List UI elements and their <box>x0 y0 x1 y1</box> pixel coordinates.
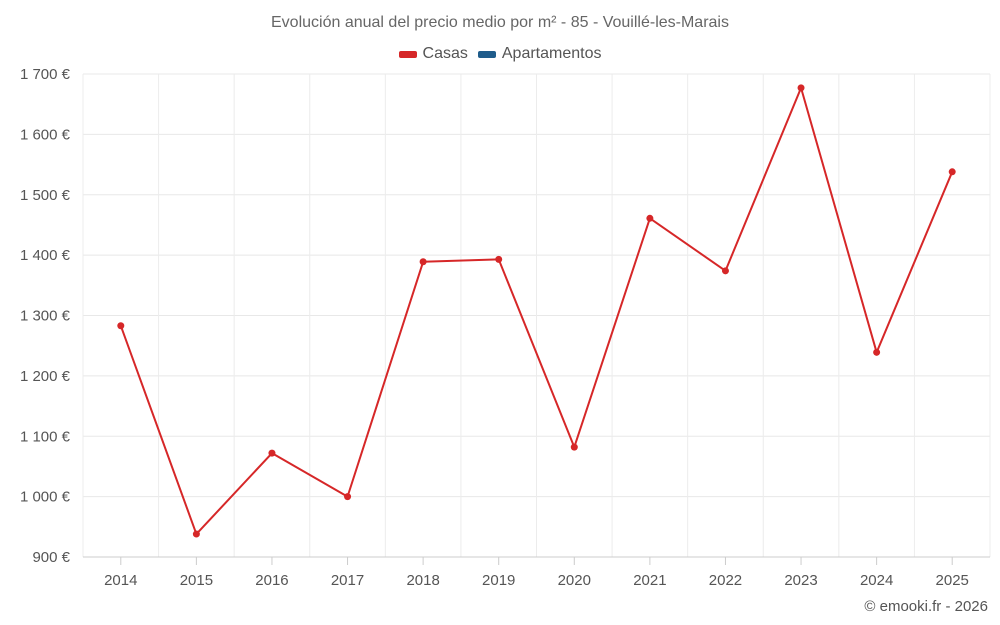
legend-item-casas[interactable]: Casas <box>398 45 468 63</box>
x-tick-label: 2015 <box>180 572 213 589</box>
chart-legend: Casas Apartamentos <box>0 45 1000 63</box>
y-tick-label: 1 000 € <box>20 489 71 506</box>
x-tick-label: 2021 <box>633 572 666 589</box>
data-point-casas[interactable] <box>721 267 729 275</box>
chart-title: Evolución anual del precio medio por m² … <box>271 14 729 31</box>
y-tick-label: 1 100 € <box>20 428 71 445</box>
y-tick-label: 1 300 € <box>20 308 71 325</box>
y-tick-label: 900 € <box>32 549 70 566</box>
x-tick-label: 2017 <box>331 572 364 589</box>
data-point-casas[interactable] <box>344 493 352 501</box>
x-tick-label: 2020 <box>558 572 591 589</box>
series-layer <box>117 84 956 538</box>
y-tick-label: 1 700 € <box>20 66 71 83</box>
x-tick-label: 2018 <box>406 572 439 589</box>
x-tick-label: 2024 <box>860 572 893 589</box>
grid-layer <box>82 73 991 558</box>
x-tick-label: 2016 <box>255 572 288 589</box>
legend-label-apartamentos: Apartamentos <box>501 45 602 62</box>
data-point-casas[interactable] <box>495 255 503 263</box>
series-line-casas <box>119 86 954 536</box>
x-tick-label: 2014 <box>104 572 137 589</box>
data-point-casas[interactable] <box>873 348 881 356</box>
y-tick-label: 1 200 € <box>20 368 71 385</box>
legend-swatch-apartamentos <box>477 50 496 58</box>
x-tick-label: 2023 <box>784 572 817 589</box>
data-point-casas[interactable] <box>646 214 654 222</box>
legend-label-casas: Casas <box>422 45 468 62</box>
legend-swatch-casas <box>398 50 417 58</box>
data-point-casas[interactable] <box>192 530 200 538</box>
data-point-casas[interactable] <box>268 449 276 457</box>
data-point-casas[interactable] <box>419 258 427 266</box>
data-point-casas[interactable] <box>117 322 125 330</box>
data-point-casas[interactable] <box>948 168 956 176</box>
copyright-text: © emooki.fr - 2026 <box>864 598 988 615</box>
y-tick-label: 1 500 € <box>20 187 71 204</box>
legend-item-apartamentos[interactable]: Apartamentos <box>477 45 602 63</box>
data-point-casas[interactable] <box>570 443 578 451</box>
axis-layer: 900 € 1 000 € 1 100 € 1 200 € 1 300 € 1 400 €… <box>20 66 990 589</box>
x-tick-label: 2022 <box>709 572 742 589</box>
y-tick-label: 1 400 € <box>20 247 71 264</box>
y-tick-label: 1 600 € <box>20 126 71 143</box>
x-tick-label: 2025 <box>936 572 969 589</box>
x-tick-label: 2019 <box>482 572 515 589</box>
data-point-casas[interactable] <box>797 84 805 92</box>
